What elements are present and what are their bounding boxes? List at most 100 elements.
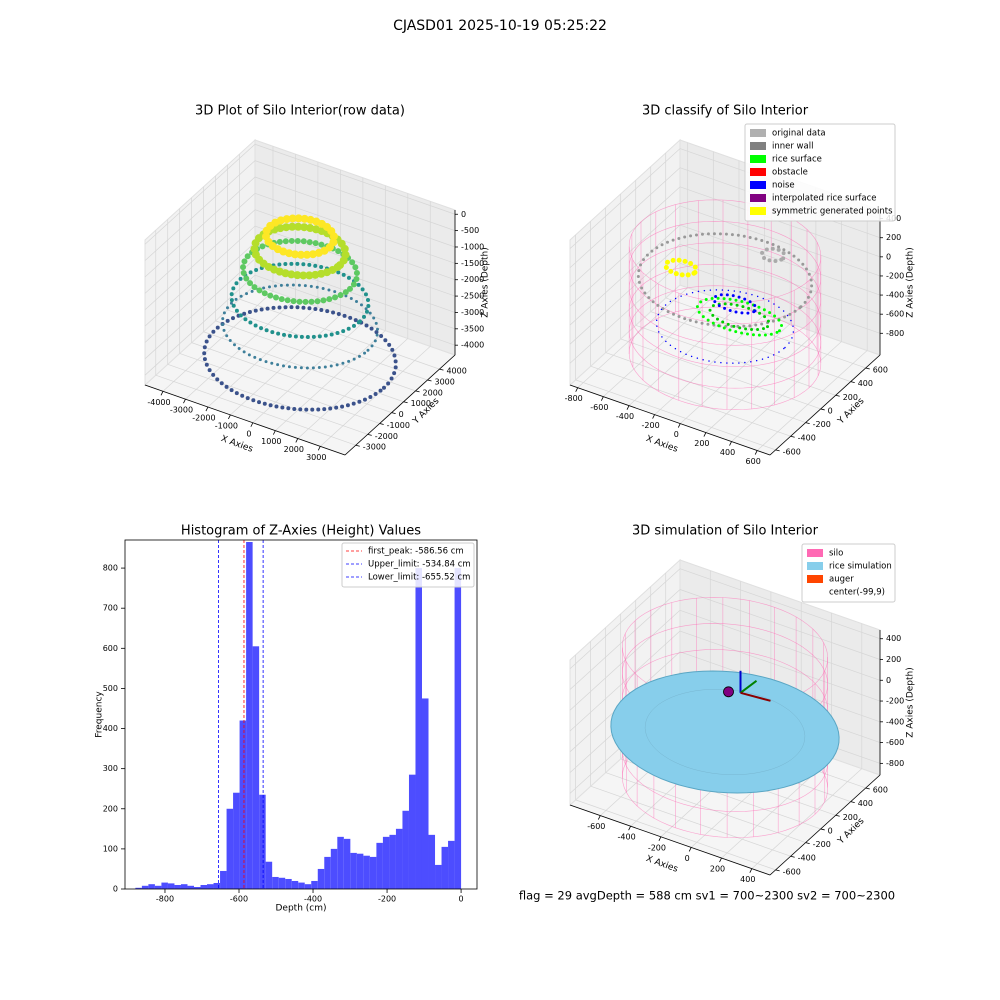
tick-mark [865, 367, 870, 370]
y-tick-label: 0 [399, 410, 404, 419]
point-cloud [261, 214, 339, 259]
chart-title: 3D simulation of Silo Interior [632, 524, 819, 539]
point-cloud [239, 237, 361, 305]
bar [376, 842, 383, 889]
tick-mark [160, 391, 164, 396]
tick-mark [749, 868, 753, 873]
bar [311, 880, 318, 889]
legend-label: Lower_limit: -655.52 cm [368, 573, 470, 583]
grid-line [569, 568, 681, 669]
grid-line [575, 379, 776, 451]
legend-swatch [750, 207, 766, 215]
bar [356, 853, 364, 889]
x-tick-label: 600 [746, 457, 761, 466]
figure-title: CJASD01 2025-10-19 05:25:22 [393, 18, 607, 34]
grid-line [144, 274, 256, 376]
z-tick-label: -800 [886, 759, 904, 768]
grid-line [590, 365, 791, 437]
bar [259, 794, 266, 889]
tick-mark [835, 394, 840, 397]
point-cloud [712, 293, 758, 315]
x-tick-label: -800 [565, 394, 583, 403]
grid-line [628, 305, 740, 406]
legend-swatch [750, 168, 766, 176]
silo-wire [628, 199, 822, 303]
tick-mark [850, 381, 855, 384]
bar [369, 856, 377, 889]
tick-mark [865, 787, 870, 790]
grid-line [731, 341, 842, 442]
z-tick-label: -600 [886, 310, 904, 319]
tick-mark [658, 836, 662, 841]
grid-line [705, 332, 817, 433]
x-tick-label: 3000 [306, 453, 326, 462]
grid-line [679, 609, 881, 681]
grid-line [144, 176, 256, 278]
bar [324, 856, 331, 889]
point-cloud [655, 289, 795, 364]
grid-line [275, 330, 386, 431]
tick-mark [729, 441, 732, 446]
bar [415, 568, 422, 889]
bar [193, 886, 201, 889]
grid-line [679, 243, 881, 315]
x-tick-label: 400 [720, 448, 735, 457]
legend-swatch [750, 155, 766, 163]
y-tick-label: 200 [843, 393, 858, 402]
bar [448, 840, 455, 889]
grid-line [320, 346, 431, 447]
bar [187, 885, 194, 889]
tick-mark [628, 826, 631, 831]
tick-mark [205, 406, 209, 412]
y-tick-label: 600 [103, 644, 118, 653]
x-tick-label: -200 [648, 843, 666, 852]
tick-mark [719, 857, 722, 863]
axis-line [344, 354, 456, 456]
y-tick-label: 400 [858, 799, 873, 808]
bar [428, 834, 436, 889]
legend-label: interpolated rice surface [772, 194, 877, 204]
legend-swatch [807, 588, 823, 596]
footer: flag = 29 avgDepth = 588 cm sv1 = 700~23… [519, 889, 895, 903]
point-cloud [202, 305, 398, 412]
center-marker [723, 686, 734, 698]
chart-title: Histogram of Z-Axies (Height) Values [181, 524, 421, 539]
tick-mark [295, 438, 299, 443]
y-tick-label: 600 [873, 785, 888, 794]
bar [174, 884, 181, 889]
y-tick-label: 700 [103, 604, 118, 613]
y-tick-label: 800 [103, 564, 118, 573]
grid-line [679, 205, 881, 277]
grid-line [590, 785, 791, 857]
x-tick-label: 0 [246, 429, 251, 438]
x-tick-label: -400 [304, 895, 322, 904]
grid-line [162, 291, 274, 392]
axis-line [569, 804, 771, 876]
y-tick-label: 100 [103, 844, 118, 853]
z-tick-label: -500 [461, 226, 479, 235]
legend-swatch [750, 194, 766, 202]
x-tick-label: -600 [230, 895, 248, 904]
z-tick-label: -200 [886, 697, 904, 706]
grid-line [751, 768, 863, 869]
bar [435, 864, 442, 889]
tick-mark [183, 398, 186, 404]
tick-mark [703, 432, 707, 437]
tick-mark [805, 842, 810, 844]
bar [278, 877, 286, 889]
y-tick-label: -2000 [375, 432, 398, 441]
z-axis-label: Z Axies (Depth) [906, 247, 916, 318]
y-tick-label: 400 [858, 379, 873, 388]
bar [285, 878, 292, 889]
rice-surface [644, 689, 806, 775]
y-tick-label: 4000 [446, 367, 466, 376]
z-tick-label: -600 [886, 738, 904, 747]
tick-mark [250, 422, 254, 427]
grid-line [239, 298, 440, 370]
axis-line [569, 384, 771, 456]
y-tick-label: 300 [103, 764, 118, 773]
tick-mark [805, 422, 810, 424]
z-tick-label: -1000 [461, 242, 484, 251]
x-tick-label: -200 [642, 421, 660, 430]
x-tick-label: 1000 [261, 437, 281, 446]
